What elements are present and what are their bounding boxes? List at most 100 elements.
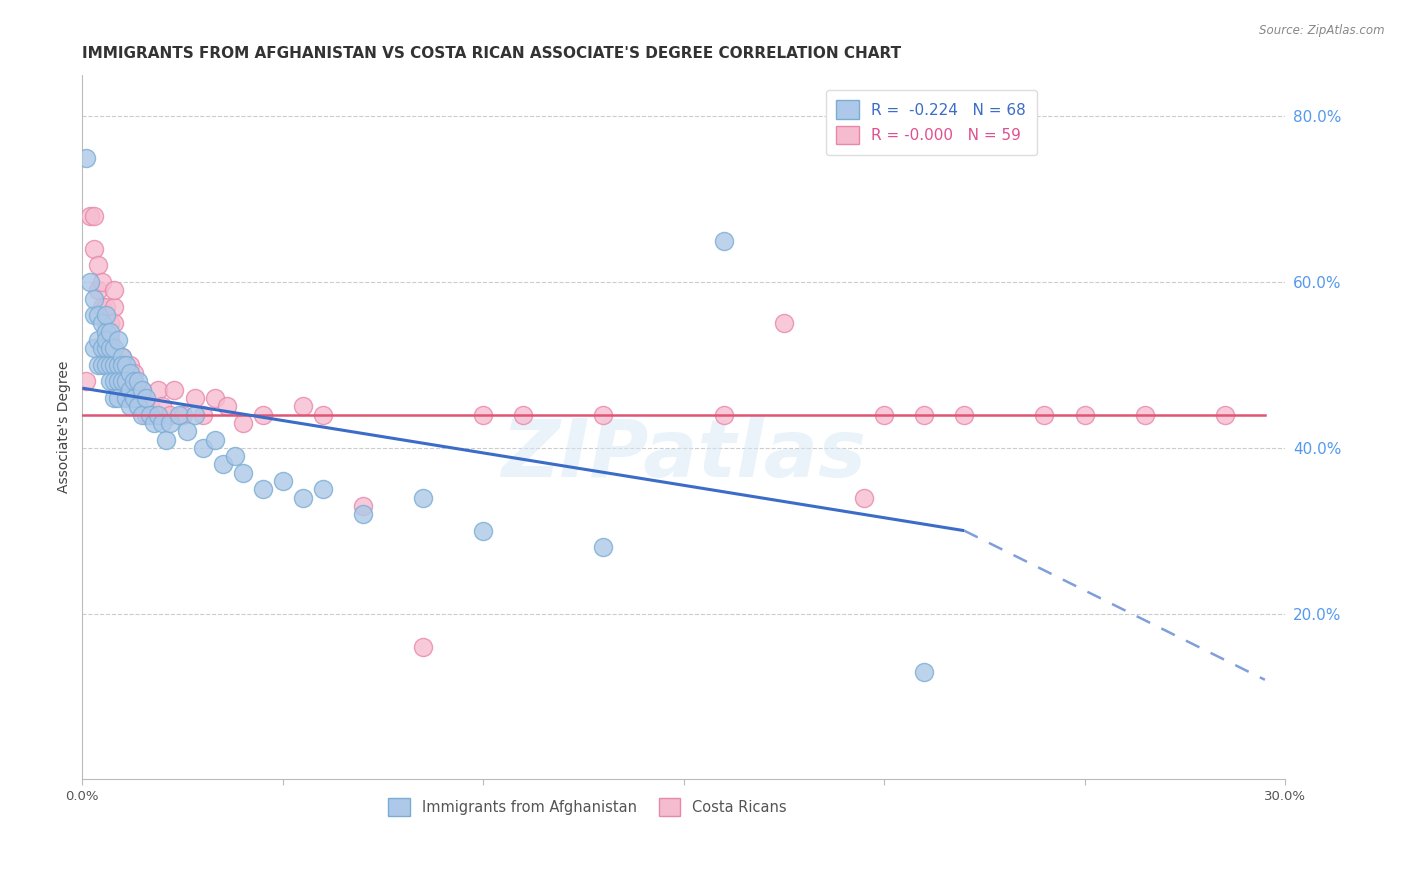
Point [96, 308, 118, 322]
Text: ZIPatlas: ZIPatlas [501, 417, 866, 494]
Point [83, 292, 105, 306]
Point [107, 375, 129, 389]
Point [115, 358, 138, 372]
Point [204, 391, 226, 405]
Point [83, 342, 105, 356]
Point [167, 408, 190, 422]
Point [183, 408, 205, 422]
Text: Source: ZipAtlas.com: Source: ZipAtlas.com [1260, 24, 1385, 37]
Point [111, 375, 134, 389]
Point [172, 408, 194, 422]
Point [148, 383, 170, 397]
Point [131, 383, 153, 397]
Point [127, 391, 149, 405]
Point [143, 408, 166, 422]
Point [139, 400, 162, 414]
Point [191, 441, 214, 455]
Point [120, 358, 142, 372]
Point [79, 275, 101, 289]
Point [472, 524, 495, 538]
Point [215, 400, 238, 414]
Point [107, 333, 129, 347]
Point [124, 391, 146, 405]
Point [152, 416, 174, 430]
Point [176, 424, 198, 438]
Point [1213, 408, 1236, 422]
Point [1073, 408, 1095, 422]
Point [204, 433, 226, 447]
Point [91, 300, 114, 314]
Point [87, 308, 110, 322]
Point [75, 151, 97, 165]
Point [103, 358, 125, 372]
Point [592, 408, 614, 422]
Point [291, 491, 314, 505]
Point [191, 408, 214, 422]
Point [103, 283, 125, 297]
Point [111, 350, 134, 364]
Point [1133, 408, 1156, 422]
Point [713, 234, 735, 248]
Point [912, 665, 935, 679]
Point [912, 408, 935, 422]
Point [87, 283, 110, 297]
Point [252, 482, 274, 496]
Point [107, 375, 129, 389]
Point [131, 383, 153, 397]
Point [120, 366, 142, 380]
Point [103, 375, 125, 389]
Point [96, 333, 118, 347]
Point [87, 358, 110, 372]
Point [103, 317, 125, 331]
Point [124, 375, 146, 389]
Point [127, 375, 149, 389]
Point [127, 400, 149, 414]
Point [155, 433, 177, 447]
Y-axis label: Associate's Degree: Associate's Degree [58, 361, 72, 493]
Point [83, 308, 105, 322]
Point [183, 391, 205, 405]
Point [98, 358, 121, 372]
Point [111, 366, 134, 380]
Point [312, 408, 335, 422]
Point [252, 408, 274, 422]
Point [83, 209, 105, 223]
Point [115, 366, 138, 380]
Point [472, 408, 495, 422]
Point [103, 342, 125, 356]
Point [96, 325, 118, 339]
Point [96, 358, 118, 372]
Point [83, 242, 105, 256]
Point [291, 400, 314, 414]
Point [115, 375, 138, 389]
Point [352, 507, 374, 521]
Point [96, 300, 118, 314]
Point [224, 449, 246, 463]
Point [96, 317, 118, 331]
Point [352, 499, 374, 513]
Point [120, 383, 142, 397]
Point [232, 466, 254, 480]
Point [232, 416, 254, 430]
Point [163, 383, 186, 397]
Point [135, 408, 157, 422]
Point [75, 375, 97, 389]
Point [211, 458, 233, 472]
Point [312, 482, 335, 496]
Point [79, 209, 101, 223]
Point [159, 416, 181, 430]
Point [412, 491, 434, 505]
Point [96, 342, 118, 356]
Point [98, 325, 121, 339]
Point [111, 358, 134, 372]
Point [412, 640, 434, 654]
Legend: Immigrants from Afghanistan, Costa Ricans: Immigrants from Afghanistan, Costa Rican… [380, 789, 796, 825]
Point [152, 400, 174, 414]
Point [91, 342, 114, 356]
Point [148, 408, 170, 422]
Point [135, 391, 157, 405]
Point [103, 391, 125, 405]
Point [98, 342, 121, 356]
Point [853, 491, 876, 505]
Point [107, 358, 129, 372]
